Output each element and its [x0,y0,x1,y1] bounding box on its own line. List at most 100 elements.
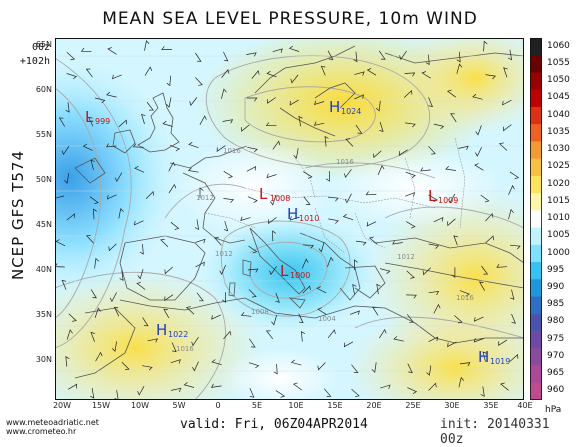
colorbar-level-label: 985 [547,299,565,310]
wind-barb [223,51,229,62]
colorbar-swatch [530,262,542,280]
wind-barb [219,264,227,275]
wind-barb [118,119,127,128]
wind-barb [246,52,257,57]
wind-barb [371,362,377,373]
wind-barb [187,167,199,173]
low-center-east: L 1009 [428,187,458,205]
wind-barb [433,303,441,314]
wind-barb [498,339,508,346]
wind-barb [221,88,227,99]
wind-barb [473,338,484,343]
wind-barb [380,384,391,390]
high-southeast-field [345,308,524,400]
wind-barb [365,191,377,196]
wind-barb [510,289,515,300]
wind-barb [366,68,377,76]
wind-barb [66,52,76,61]
wind-barb [61,279,67,290]
wind-barb [266,173,277,179]
svg-text:999: 999 [95,117,110,126]
isobar-label: 1012 [397,253,415,261]
wind-barb [451,267,456,278]
wind-barb [241,124,250,132]
wind-barb [240,216,251,222]
wind-barb [191,336,199,347]
wind-barb [482,351,487,362]
wind-barb [223,221,229,232]
svg-text:1010: 1010 [299,214,319,223]
wind-barb [373,150,382,159]
wind-barb [114,390,119,400]
wind-barb [393,336,404,342]
low-center-italy: L 1000 [280,262,310,280]
wind-barb [353,259,358,271]
colorbar-level-label: 980 [547,316,565,327]
borders [204,137,466,254]
wind-barb [422,267,432,276]
wind-barb [139,244,144,255]
colorbar-swatch [530,296,542,315]
wind-barb [474,163,484,171]
map-frame [55,38,524,400]
wind-barb [192,361,199,372]
colorbar-level-label: 1060 [547,40,570,51]
wind-barb [161,46,172,50]
wind-barb [508,184,515,196]
wind-barb [406,314,414,323]
wind-barb [162,120,173,127]
colorbar-level-label: 1000 [547,247,570,258]
wind-barb [269,266,277,276]
pressure-map: 1016 1012 1016 1012 1008 1004 1016 1012 … [55,38,524,400]
wind-barb [406,294,417,299]
wind-barb [66,73,78,80]
svg-text:L: L [428,187,437,205]
svg-text:H: H [478,348,489,366]
wind-barb [247,146,258,153]
wind-barb [134,165,145,173]
svg-text:H: H [156,321,167,339]
wind-barb [169,144,181,152]
svg-text:1024: 1024 [341,107,361,116]
lat-label: 30N [35,355,52,364]
wind-barb [146,101,154,111]
lat-label: 40N [35,265,52,274]
wind-barb [166,75,172,87]
high-center-adriatic: H 1010 [287,205,319,223]
colorbar-swatch [530,382,542,400]
wind-barb [377,164,385,176]
wind-barb [223,330,232,340]
wind-barb [246,165,257,172]
colorbar-swatch [530,313,542,332]
wind-barb [87,116,94,127]
isobar-label: 1016 [223,147,241,155]
wind-barb [498,142,508,151]
wind-barb [133,220,144,226]
wind-barb [475,125,482,136]
wind-barb [67,383,78,390]
wind-barb [445,165,456,171]
wind-barb [375,100,381,112]
isobar-label: 1004 [318,315,336,323]
wind-barb [145,190,155,200]
wind-barb [507,49,513,61]
valid-time: valid: Fri, 06Z04APR2014 [180,417,368,432]
wind-barb [428,336,438,343]
wind-barb [240,312,252,317]
wind-barb [351,388,360,398]
wind-barb [483,40,488,52]
wind-barb [428,382,437,391]
wind-barb [354,94,364,100]
wind-barb [289,99,299,106]
wind-barb [113,306,120,317]
colorbar-level-label: 965 [547,368,565,379]
wind-barb [420,167,431,172]
colorbar-swatch [530,72,542,91]
wind-barb [223,198,235,203]
wind-barb [121,361,130,371]
lat-label: 65N [35,40,52,49]
wind-barb [481,265,489,275]
wind-barb [405,171,416,179]
high-center-southeast: H 1019 [478,348,510,366]
wind-barb [271,315,277,326]
